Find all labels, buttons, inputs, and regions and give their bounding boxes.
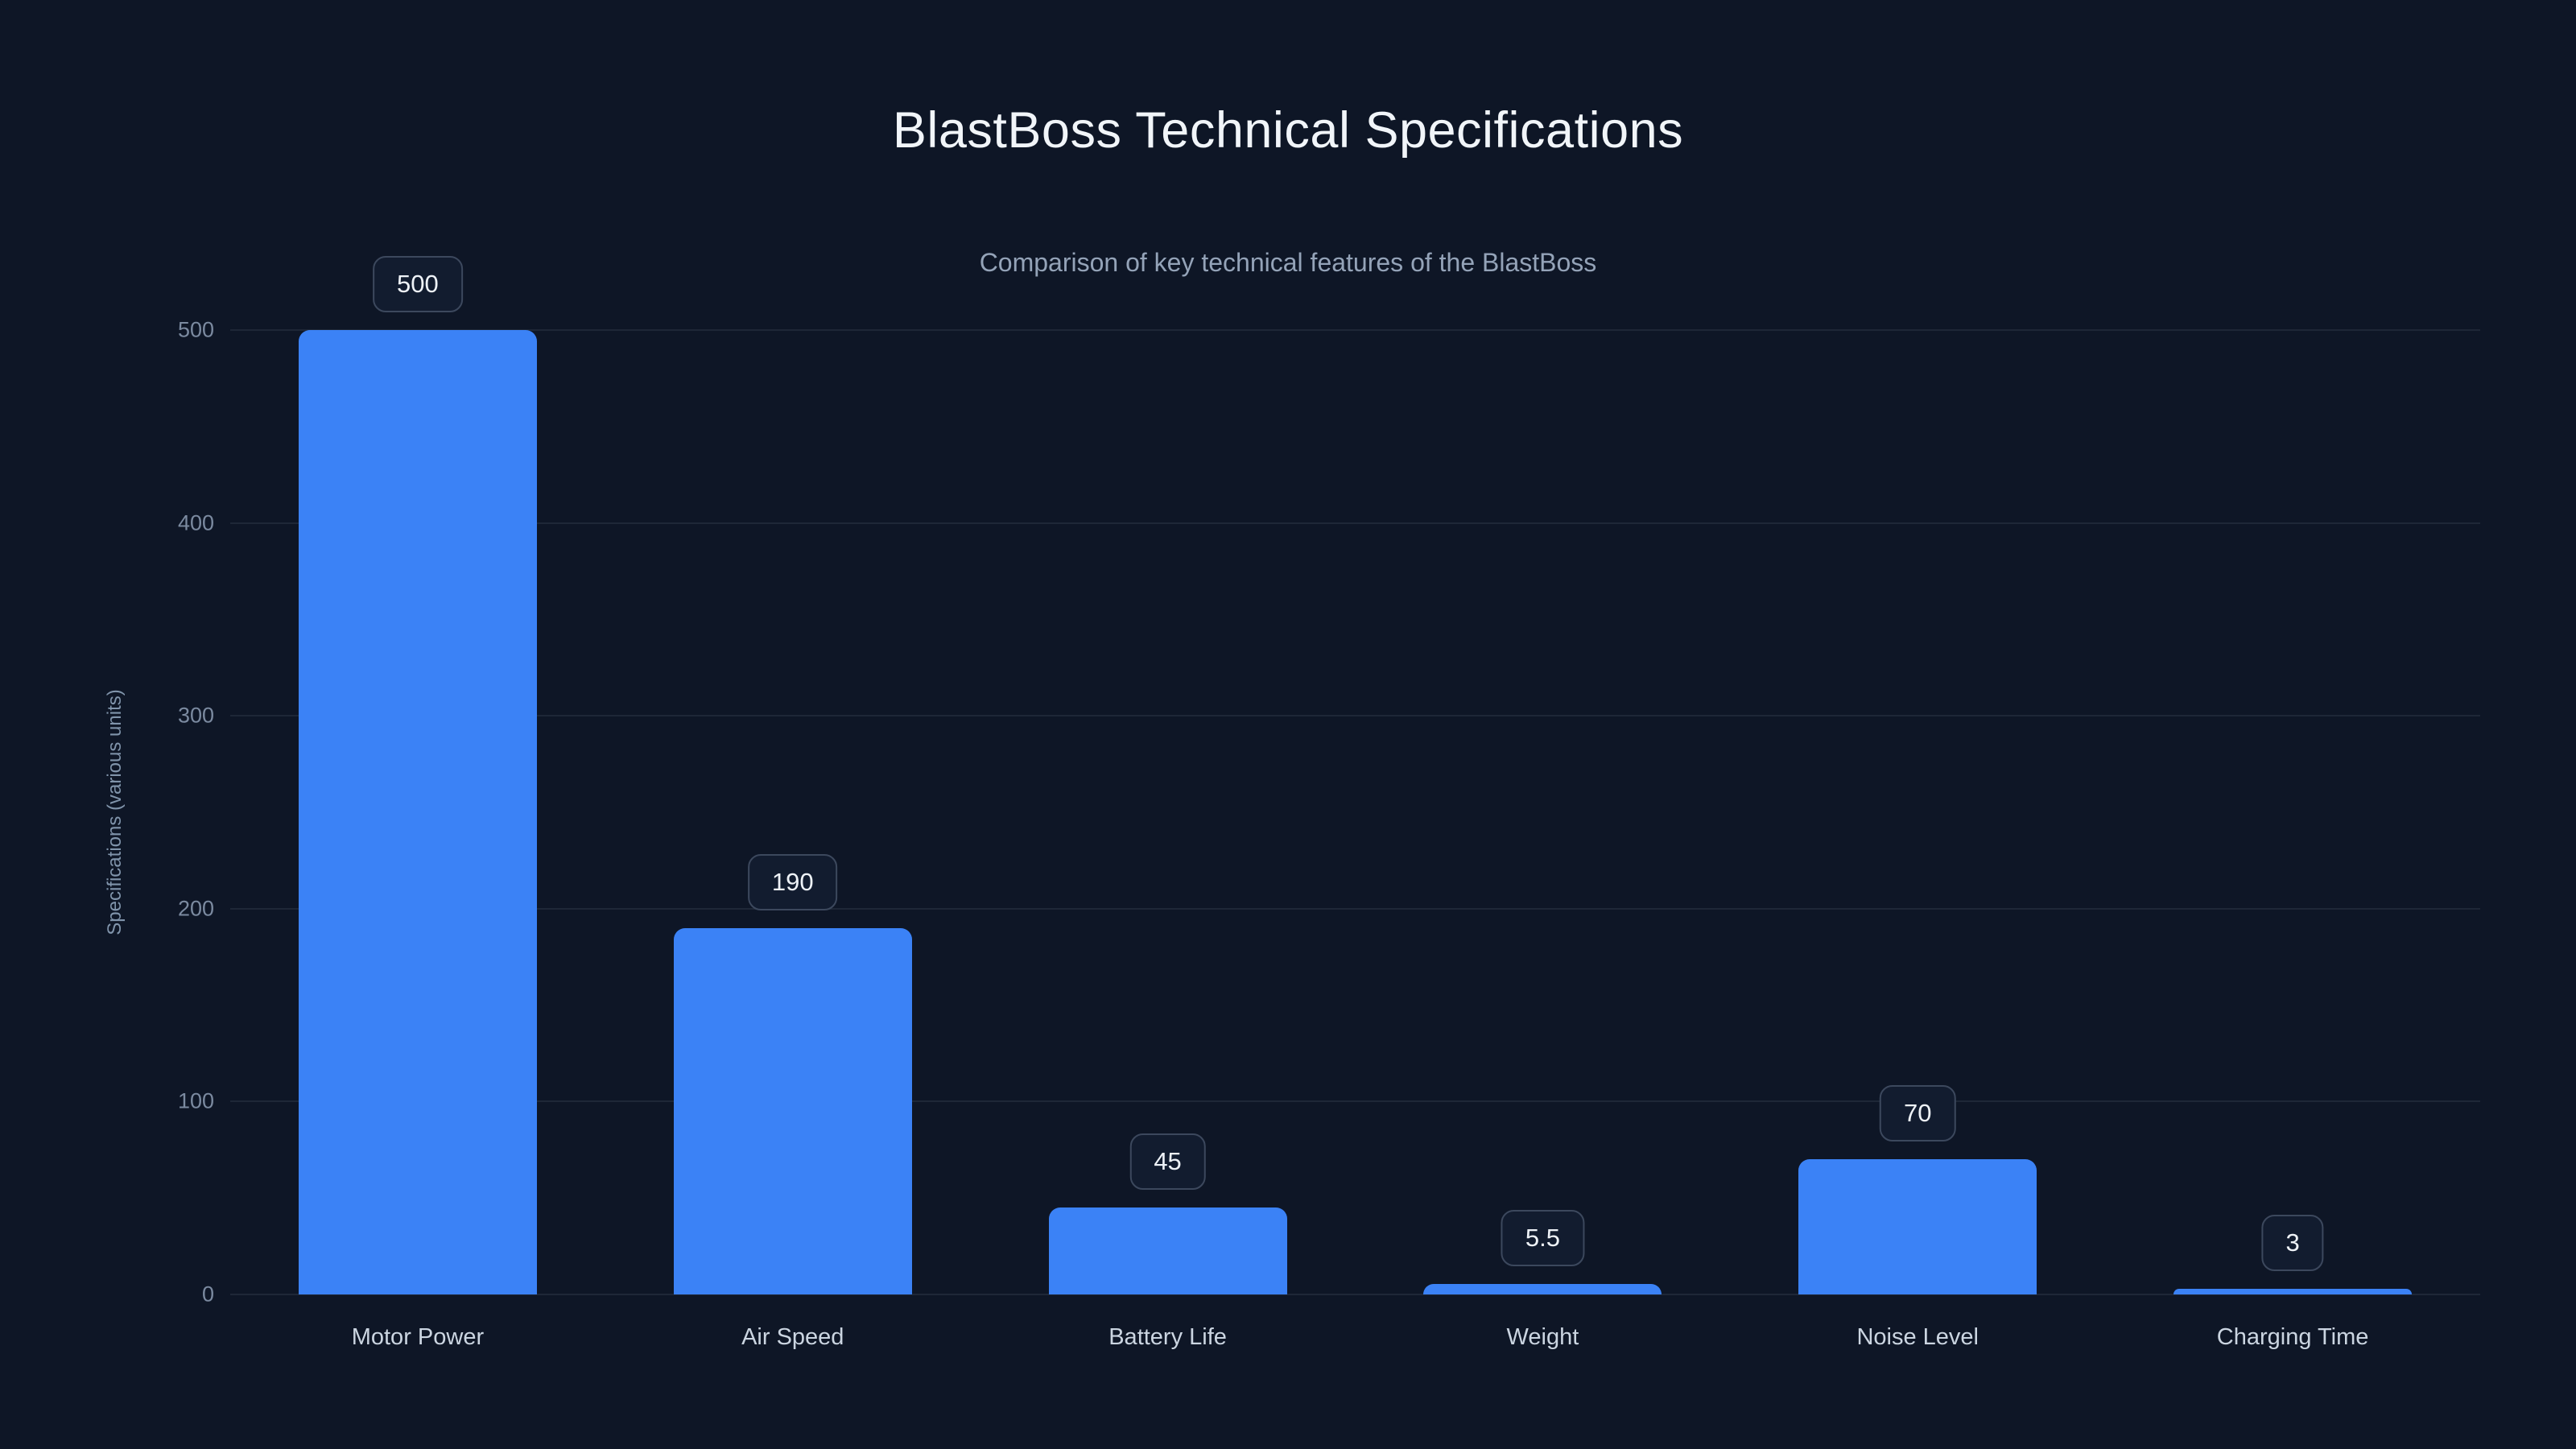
bar-column-air-speed: 190 xyxy=(605,330,980,1294)
x-tick-label-air-speed: Air Speed xyxy=(741,1324,844,1350)
x-tick-label-noise-level: Noise Level xyxy=(1856,1324,1979,1350)
x-tick-label-weight: Weight xyxy=(1506,1324,1579,1350)
value-label-weight: 5.5 xyxy=(1501,1209,1584,1266)
gridline-400 xyxy=(230,522,2480,524)
x-axis: Motor Power Air Speed Battery Life Weight No… xyxy=(230,1324,2480,1373)
gridline-500 xyxy=(230,329,2480,331)
bar-charging-time[interactable] xyxy=(2174,1288,2413,1294)
bar-air-speed[interactable] xyxy=(673,927,912,1294)
gridline-100 xyxy=(230,1100,2480,1103)
bar-column-charging-time: 3 xyxy=(2105,330,2480,1294)
bar-column-weight: 5.5 xyxy=(1356,330,1731,1294)
x-tick-label-motor-power: Motor Power xyxy=(351,1324,485,1350)
value-label-air-speed: 190 xyxy=(747,853,838,910)
gridline-0 xyxy=(230,1294,2480,1295)
gridline-200 xyxy=(230,907,2480,910)
bar-chart-plot-area: 500 190 45 5.5 70 3 xyxy=(230,256,2480,1295)
chart-subtitle: Comparison of key technical features of … xyxy=(979,248,1597,277)
value-label-motor-power: 500 xyxy=(373,256,463,312)
bar-battery-life[interactable] xyxy=(1048,1208,1287,1294)
x-tick-label-battery-life: Battery Life xyxy=(1108,1324,1227,1350)
y-tick-label-200: 200 xyxy=(177,896,214,921)
y-tick-label-300: 300 xyxy=(177,703,214,728)
bar-column-battery-life: 45 xyxy=(980,330,1356,1294)
gridline-300 xyxy=(230,715,2480,717)
bar-noise-level[interactable] xyxy=(1798,1159,2037,1294)
value-label-noise-level: 70 xyxy=(1879,1085,1956,1142)
bar-motor-power[interactable] xyxy=(298,330,537,1294)
chart-title: BlastBoss Technical Specifications xyxy=(892,102,1684,159)
x-tick-label-charging-time: Charging Time xyxy=(2216,1324,2369,1350)
bar-column-noise-level: 70 xyxy=(1730,330,2105,1294)
y-tick-label-100: 100 xyxy=(177,1088,214,1113)
value-label-charging-time: 3 xyxy=(2261,1214,2324,1271)
y-tick-label-500: 500 xyxy=(177,317,214,342)
value-label-battery-life: 45 xyxy=(1129,1133,1206,1191)
bar-column-motor-power: 500 xyxy=(230,256,605,1294)
y-tick-label-0: 0 xyxy=(201,1282,214,1307)
y-axis: 0 100 200 300 400 500 xyxy=(0,318,214,1307)
y-tick-label-400: 400 xyxy=(177,510,214,535)
bar-weight[interactable] xyxy=(1423,1283,1662,1294)
